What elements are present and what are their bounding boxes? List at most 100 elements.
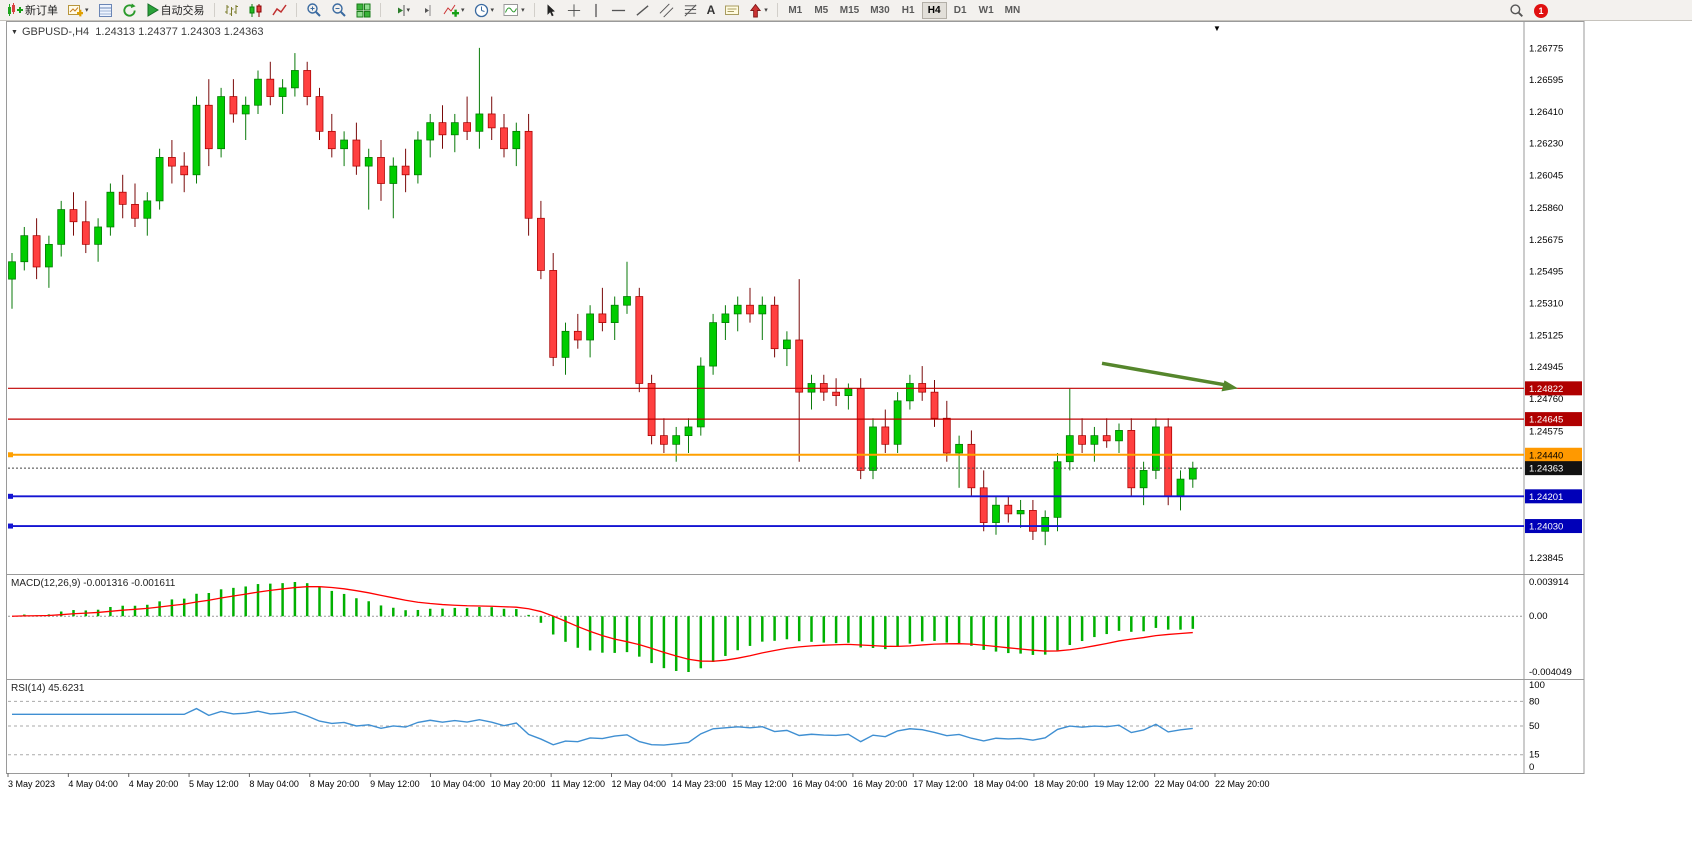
hline-anchor-marker[interactable]: [8, 452, 13, 458]
macd-plot-area[interactable]: [8, 576, 1524, 678]
candle-body: [155, 157, 164, 202]
main-plot-area[interactable]: [8, 27, 1524, 573]
timeframe-m15-button[interactable]: M15: [835, 2, 864, 19]
search-button[interactable]: [1505, 1, 1528, 20]
auto-scroll-button[interactable]: ▾: [386, 1, 415, 20]
candle-body: [266, 78, 275, 97]
new-chart-button[interactable]: ▾: [63, 1, 93, 20]
arrows-button[interactable]: ▾: [745, 1, 772, 20]
candle-body: [463, 122, 471, 132]
period-selector-button[interactable]: ▾: [470, 1, 499, 20]
candle-body: [20, 235, 29, 263]
time-axis-label: 5 May 12:00: [189, 779, 239, 789]
timeframe-m1-button[interactable]: M1: [783, 2, 808, 19]
crosshair-button[interactable]: [563, 1, 585, 20]
rsi-tick-label: 50: [1529, 721, 1540, 732]
candle-body: [106, 191, 115, 228]
price-tag-label: 1.24645: [1529, 415, 1563, 426]
notification-badge[interactable]: 1: [1534, 3, 1548, 18]
time-axis-label: 12 May 04:00: [612, 779, 667, 789]
timeframe-m5-button[interactable]: M5: [809, 2, 834, 19]
scroll-end-marker-icon[interactable]: ▼: [1213, 24, 1221, 33]
add-indicator-button[interactable]: ▾: [439, 1, 469, 20]
candle-body: [45, 243, 53, 268]
price-tag: [1525, 461, 1582, 476]
rsi-line: [12, 707, 1193, 746]
chart-canvas[interactable]: 1.26775 1.26595 1.26410 1.26230 1.26045 1.258…: [0, 21, 1600, 799]
zoom-in-button[interactable]: [302, 1, 326, 20]
candle-body: [942, 417, 951, 454]
toolbar-separator: [213, 3, 215, 17]
timeframe-mn-button[interactable]: MN: [1000, 2, 1026, 19]
timeframe-h1-button[interactable]: H1: [896, 2, 921, 19]
price-tick-label: 1.26045: [1529, 171, 1563, 182]
cursor-button[interactable]: [540, 1, 562, 20]
clock-icon: [474, 3, 488, 17]
channel-button[interactable]: [655, 1, 678, 20]
candle-body: [475, 113, 484, 132]
chart-dropdown-icon[interactable]: ▼: [11, 28, 18, 36]
timeframe-d1-button[interactable]: D1: [948, 2, 973, 19]
candlestick-chart-button[interactable]: [244, 1, 267, 20]
refresh-button[interactable]: [118, 1, 141, 20]
time-axis-label: 18 May 04:00: [974, 779, 1029, 789]
rsi-tick-label: 0: [1529, 762, 1534, 773]
price-tick-label: 1.25675: [1529, 235, 1563, 246]
candle-body: [856, 388, 865, 471]
candle-body: [327, 130, 336, 150]
time-axis-label: 10 May 04:00: [430, 779, 485, 789]
horizontal-lines-layer[interactable]: 1.24822 1.24645 1.24440 1.24363 1.24201 1.240…: [8, 381, 1582, 534]
candle-body: [426, 122, 435, 141]
candle-body: [672, 435, 681, 445]
candle-body: [573, 330, 582, 341]
template-button[interactable]: ▾: [499, 1, 529, 20]
time-axis[interactable]: 3 May 2023 4 May 04:00 4 May 20:00 5 May 12…: [7, 773, 1270, 789]
candle-body: [32, 235, 41, 268]
candle-body: [131, 203, 139, 219]
chevron-down-icon: ▾: [764, 6, 768, 14]
candle-body: [340, 139, 348, 150]
label-button[interactable]: [720, 1, 744, 20]
market-watch-button[interactable]: [94, 1, 117, 20]
bar-chart-button[interactable]: [220, 1, 243, 20]
trend-arrow-annotation[interactable]: [1101, 361, 1238, 392]
timeframe-h4-button[interactable]: H4: [921, 1, 947, 19]
candle-body: [389, 165, 398, 184]
tile-windows-icon: [356, 3, 371, 17]
rsi-plot-area[interactable]: [8, 681, 1524, 773]
candle-body: [1139, 470, 1148, 489]
time-axis-label: 17 May 12:00: [913, 779, 968, 789]
time-axis-label: 16 May 20:00: [853, 779, 908, 789]
price-tick-label: 1.25125: [1529, 331, 1563, 342]
price-tag-label: 1.24030: [1529, 522, 1563, 533]
line-chart-button[interactable]: [268, 1, 291, 20]
horizontal-line-button[interactable]: [607, 1, 630, 20]
zoom-in-icon: [306, 3, 321, 17]
timeframe-w1-button[interactable]: W1: [974, 2, 999, 19]
hline-anchor-marker[interactable]: [8, 493, 13, 499]
hline-anchor-marker[interactable]: [8, 523, 13, 529]
candle-body: [770, 304, 779, 350]
time-axis-label: 15 May 12:00: [732, 779, 787, 789]
new-order-button[interactable]: 新订单: [3, 1, 62, 20]
trendline-button[interactable]: [631, 1, 654, 20]
vertical-line-button[interactable]: [586, 1, 606, 20]
candle-body: [635, 296, 644, 384]
candle-body: [598, 313, 607, 323]
candle-body: [8, 261, 16, 280]
text-button[interactable]: A: [703, 1, 720, 20]
candle-body: [1188, 467, 1197, 480]
zoom-out-button[interactable]: [327, 1, 351, 20]
toolbar-separator: [776, 3, 778, 17]
candle-body: [623, 296, 631, 306]
algo-trading-button[interactable]: 自动交易: [142, 1, 209, 20]
tile-windows-button[interactable]: [352, 1, 375, 20]
candle-body: [832, 391, 840, 397]
price-tag-label: 1.24440: [1529, 450, 1563, 461]
text-tool-glyph: A: [706, 3, 716, 17]
timeframe-m30-button[interactable]: M30: [865, 2, 894, 19]
candle-body: [1053, 461, 1062, 518]
chart-shift-button[interactable]: [415, 1, 438, 20]
fibonacci-button[interactable]: [679, 1, 702, 20]
candle-body: [1102, 435, 1111, 442]
